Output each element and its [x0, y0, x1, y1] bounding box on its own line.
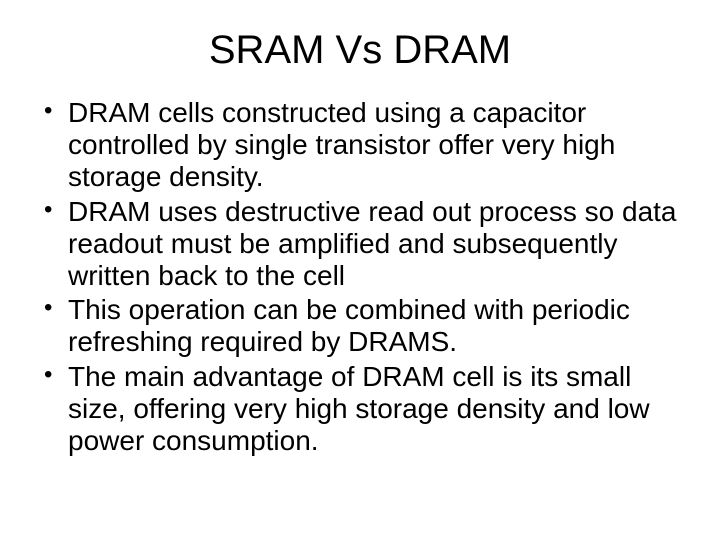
slide-container: SRAM Vs DRAM DRAM cells constructed usin… — [0, 0, 720, 540]
list-item: This operation can be combined with peri… — [44, 294, 690, 358]
list-item: The main advantage of DRAM cell is its s… — [44, 361, 690, 458]
slide-title: SRAM Vs DRAM — [30, 28, 690, 73]
list-item: DRAM cells constructed using a capacitor… — [44, 97, 690, 194]
bullet-list: DRAM cells constructed using a capacitor… — [30, 97, 690, 457]
list-item: DRAM uses destructive read out process s… — [44, 196, 690, 293]
